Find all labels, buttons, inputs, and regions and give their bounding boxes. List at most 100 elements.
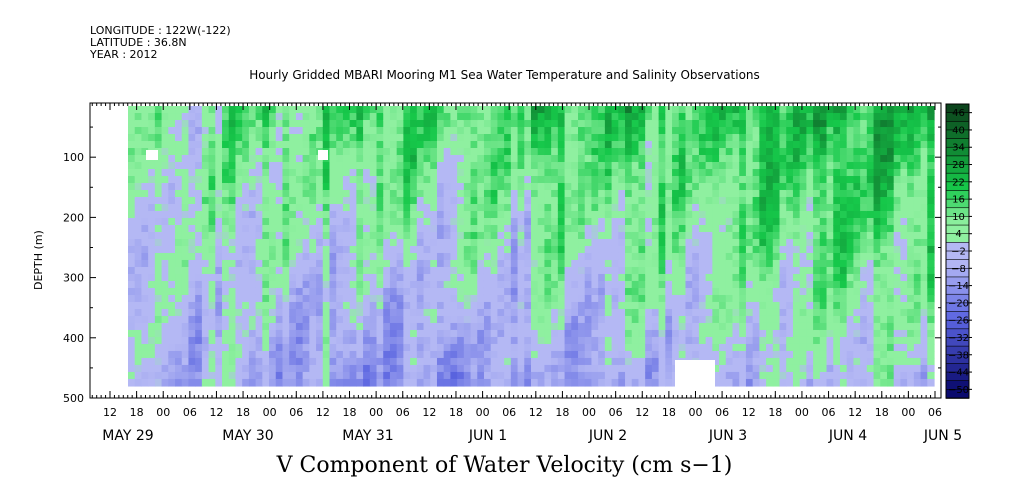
heatmap-cell	[517, 280, 525, 289]
heatmap-cell	[208, 141, 216, 149]
heatmap-cell	[175, 252, 183, 261]
heatmap-cell	[450, 169, 458, 177]
heatmap-cell	[195, 203, 203, 212]
heatmap-cell	[255, 301, 263, 310]
heatmap-cell	[322, 371, 331, 380]
heatmap-cell	[813, 189, 821, 198]
heatmap-cell	[531, 238, 539, 247]
heatmap-cell	[161, 266, 169, 275]
heatmap-cell	[638, 148, 646, 156]
heatmap-cell	[463, 106, 472, 114]
heatmap-cell	[443, 287, 451, 296]
heatmap-cell	[363, 120, 371, 128]
heatmap-cell	[645, 169, 653, 177]
heatmap-cell	[181, 169, 190, 177]
heatmap-cell	[531, 106, 539, 114]
heatmap-cell	[457, 343, 465, 352]
heatmap-cell	[786, 203, 794, 212]
heatmap-cell	[557, 350, 566, 359]
heatmap-cell	[436, 189, 445, 198]
heatmap-cell	[625, 189, 633, 198]
heatmap-cell	[295, 364, 304, 373]
heatmap-cell	[148, 378, 156, 387]
heatmap-cell	[457, 329, 465, 338]
heatmap-cell	[275, 238, 284, 247]
heatmap-cell	[886, 343, 895, 352]
heatmap-cell	[168, 273, 176, 282]
heatmap-cell	[504, 169, 512, 177]
heatmap-cell	[430, 162, 438, 170]
heatmap-cell	[665, 183, 673, 191]
heatmap-cell	[598, 252, 606, 261]
heatmap-cell	[215, 294, 223, 303]
heatmap-cell	[645, 141, 653, 149]
heatmap-cell	[148, 238, 156, 247]
heatmap-cell	[551, 169, 559, 177]
heatmap-cell	[188, 238, 196, 247]
heatmap-cell	[430, 301, 438, 310]
heatmap-cell	[168, 294, 176, 303]
heatmap-cell	[846, 266, 854, 275]
no-data-patch	[146, 150, 158, 160]
heatmap-cell	[846, 329, 854, 338]
heatmap-cell	[907, 148, 915, 156]
heatmap-cell	[376, 231, 384, 240]
heatmap-cell	[665, 120, 673, 128]
heatmap-cell	[631, 301, 640, 310]
heatmap-cell	[275, 280, 284, 289]
heatmap-cell	[443, 224, 451, 233]
heatmap-cell	[349, 127, 357, 135]
heatmap-cell	[645, 322, 653, 331]
heatmap-cell	[866, 231, 875, 240]
heatmap-cell	[665, 280, 673, 289]
heatmap-cell	[517, 357, 525, 366]
heatmap-cell	[806, 371, 814, 380]
heatmap-cell	[302, 231, 310, 240]
heatmap-cell	[403, 371, 411, 380]
heatmap-cell	[423, 315, 431, 324]
heatmap-cell	[551, 308, 559, 317]
heatmap-cell	[269, 238, 277, 247]
heatmap-cell	[618, 238, 626, 247]
heatmap-cell	[927, 378, 935, 387]
heatmap-cell	[531, 329, 539, 338]
heatmap-cell	[510, 357, 519, 366]
heatmap-cell	[457, 308, 465, 317]
heatmap-cell	[591, 322, 599, 331]
heatmap-cell	[860, 336, 868, 345]
heatmap-cell	[846, 294, 854, 303]
heatmap-cell	[242, 217, 250, 226]
heatmap-cell	[625, 252, 633, 261]
heatmap-cell	[638, 343, 646, 352]
heatmap-cell	[463, 329, 472, 338]
heatmap-cell	[745, 322, 754, 331]
heatmap-cell	[685, 162, 693, 170]
heatmap-cell	[423, 210, 431, 219]
heatmap-cell	[792, 148, 801, 156]
heatmap-cell	[866, 252, 875, 261]
heatmap-cell	[154, 162, 163, 170]
heatmap-cell	[826, 196, 834, 205]
heatmap-cell	[880, 329, 888, 338]
heatmap-cell	[799, 280, 807, 289]
heatmap-cell	[860, 231, 868, 240]
heatmap-cell	[228, 350, 237, 359]
heatmap-cell	[598, 176, 606, 184]
heatmap-cell	[383, 287, 391, 296]
heatmap-cell	[806, 378, 814, 387]
heatmap-cell	[436, 106, 445, 114]
heatmap-cell	[423, 266, 431, 275]
heatmap-cell	[618, 196, 626, 205]
heatmap-cell	[222, 127, 230, 135]
heatmap-cell	[396, 273, 404, 282]
heatmap-cell	[927, 217, 935, 226]
heatmap-cell	[242, 127, 250, 135]
heatmap-cell	[134, 210, 143, 219]
heatmap-cell	[752, 127, 760, 135]
heatmap-cell	[846, 259, 854, 268]
heatmap-cell	[356, 371, 364, 380]
heatmap-cell	[631, 217, 640, 226]
heatmap-cell	[208, 217, 216, 226]
heatmap-cell	[873, 189, 881, 198]
heatmap-cell	[457, 217, 465, 226]
